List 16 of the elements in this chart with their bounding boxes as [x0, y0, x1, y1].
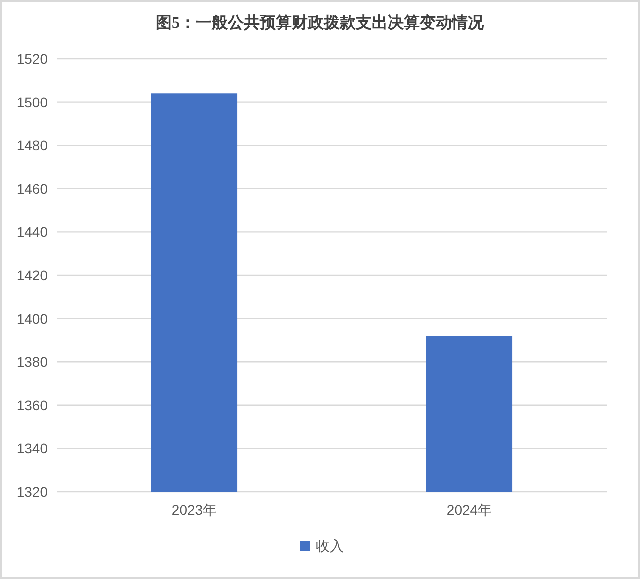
chart-title: 图5：一般公共预算财政拨款支出决算变动情况 [156, 14, 485, 32]
y-tick-label: 1360 [16, 397, 48, 414]
y-tick-label: 1320 [16, 484, 48, 500]
y-tick-label: 1500 [16, 94, 48, 110]
legend-label: 收入 [316, 538, 344, 554]
y-tick-label: 1520 [16, 51, 48, 67]
y-tick-label: 1400 [16, 310, 48, 327]
legend: 收入 [300, 538, 344, 554]
y-tick-label: 1440 [16, 224, 48, 240]
x-tick-label: 2024年 [446, 502, 492, 518]
y-tick-label: 1380 [16, 354, 48, 370]
y-tick-label: 1340 [16, 440, 48, 457]
y-tick-label: 1420 [16, 268, 48, 284]
y-tick-label: 1480 [16, 138, 48, 154]
x-tick-label: 2023年 [172, 502, 218, 518]
y-tick-label: 1460 [16, 180, 48, 197]
